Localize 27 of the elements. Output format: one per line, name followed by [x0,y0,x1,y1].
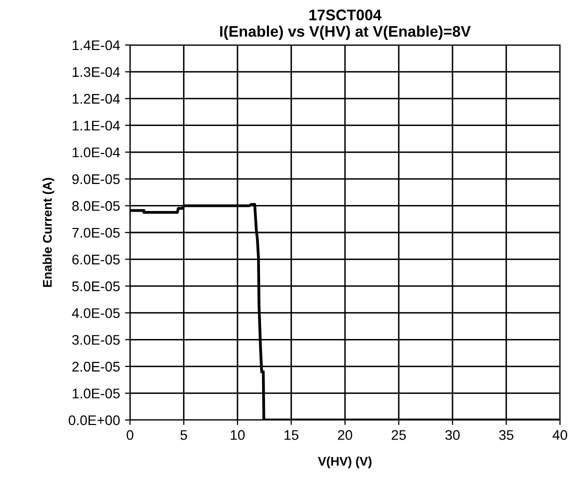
x-tick-label: 35 [499,430,514,440]
y-tick-label: 1.3E-04 [72,67,120,77]
x-tick-label: 40 [552,430,568,440]
x-axis-title: V(HV) (V) [318,456,372,468]
x-tick-label: 10 [230,430,245,440]
y-tick-label: 6.0E-05 [72,254,120,264]
x-tick-label: 0 [126,430,134,440]
x-tick-label: 30 [445,430,460,440]
y-axis-title: Enable Current (A) [42,178,54,287]
y-tick-label: 1.1E-04 [72,120,120,131]
y-tick-label: 3.0E-05 [72,334,120,345]
x-tick-label: 15 [284,430,298,440]
y-tick-label: 7.0E-05 [72,228,120,238]
y-tick-label: 1.0E-05 [72,388,120,398]
y-tick-label: 8.0E-05 [72,201,120,211]
y-tick-label: 0.0E+00 [68,415,120,426]
y-tick-label: 4.0E-05 [72,308,120,318]
x-tick-label: 25 [392,430,406,440]
x-tick-label: 20 [338,430,352,440]
y-tick-label: 2.0E-05 [72,362,120,372]
y-tick-label: 1.2E-04 [72,94,120,104]
y-tick-label: 1.4E-04 [72,40,120,50]
y-tick-label: 5.0E-05 [72,281,120,292]
y-tick-label: 9.0E-05 [72,174,120,184]
y-tick-label: 1.0E-04 [72,147,120,158]
x-tick-label: 5 [180,430,188,440]
chart-title: 17SCT004 I(Enable) vs V(HV) at V(Enable)=8V [220,10,471,40]
